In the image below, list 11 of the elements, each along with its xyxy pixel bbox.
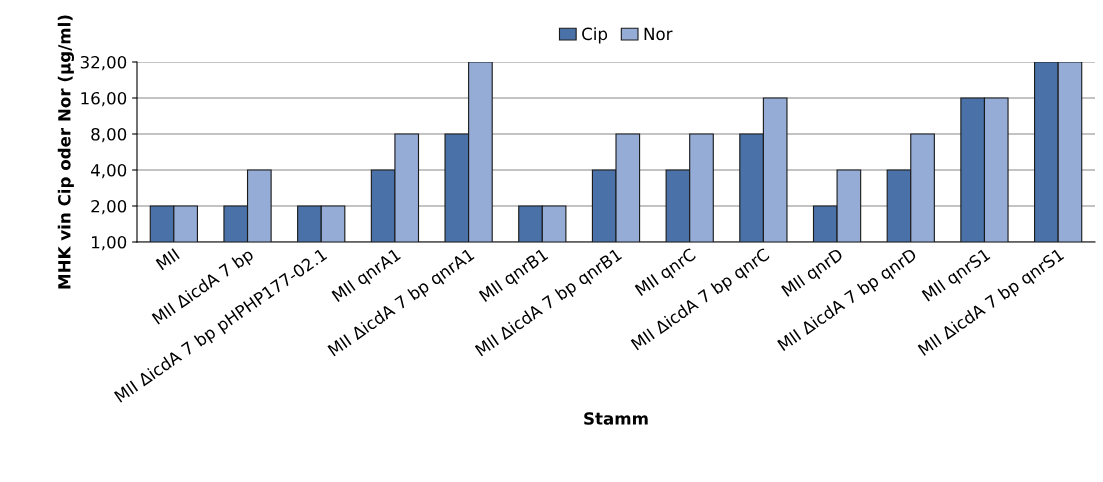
x-axis-title: Stamm <box>584 412 648 425</box>
y-tick-label: 8,00 <box>91 127 127 143</box>
y-axis-title: MHK vin Cip oder Nor (µg/ml) <box>57 15 75 289</box>
y-tick-label: 4,00 <box>90 163 127 179</box>
legend-label: Nor <box>644 27 673 41</box>
legend-label: Cip <box>582 27 608 44</box>
y-tick-label: 32,00 <box>80 55 127 71</box>
x-tick-label: MII <box>155 248 180 271</box>
y-tick-label: 2,00 <box>91 199 127 215</box>
y-tick-label: 1,00 <box>92 235 127 251</box>
y-tick-label: 16,00 <box>81 91 127 107</box>
